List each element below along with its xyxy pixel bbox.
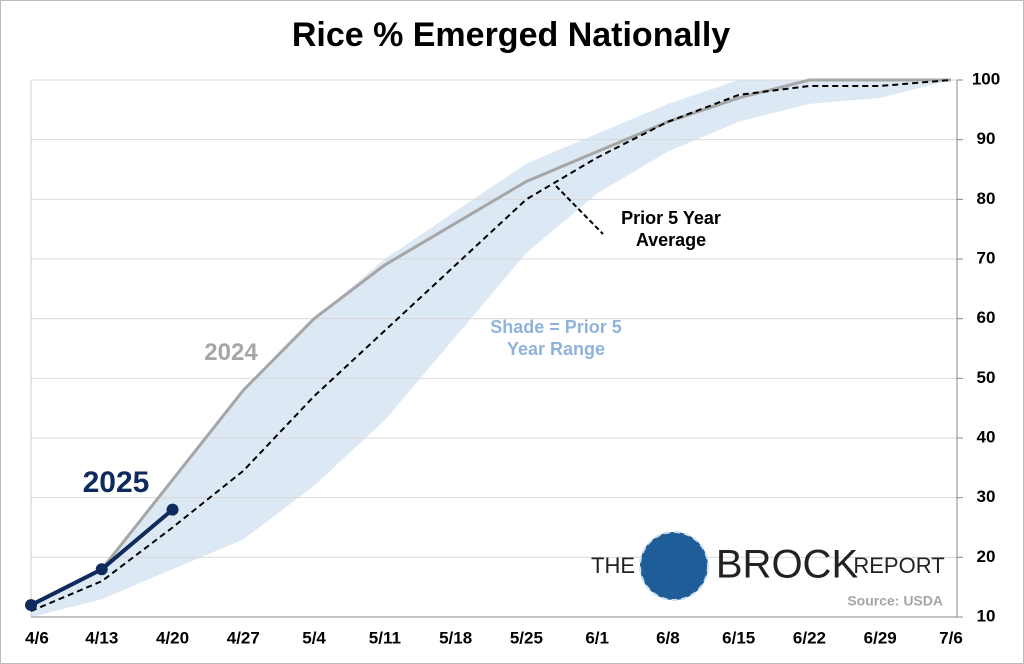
point (95, 563, 108, 576)
point (25, 599, 37, 612)
y-tick-label: 30 (977, 487, 996, 506)
average-label: Prior 5 Year Average (621, 208, 721, 250)
y-tick-label: 20 (977, 547, 996, 566)
point (166, 503, 179, 516)
logo-brock: BROCK (716, 543, 859, 587)
x-tick-label: 6/22 (793, 628, 826, 647)
label-2025: 2025 (82, 466, 150, 499)
y-tick-label: 100 (972, 69, 1000, 88)
x-tick-label: 4/13 (85, 628, 118, 647)
x-tick-label: 6/8 (656, 628, 680, 647)
x-tick-label: 6/29 (864, 628, 897, 647)
logo-the: THE (591, 553, 635, 578)
x-tick-label: 7/6 (939, 628, 963, 647)
x-tick-label: 5/18 (439, 628, 472, 647)
logo-report: REPORT (853, 553, 944, 578)
y-tick-label: 90 (977, 129, 996, 148)
line-2 (30, 79, 952, 612)
logo-globe (640, 532, 708, 600)
x-tick-label: 4/20 (156, 628, 189, 647)
chart-title: Rice % Emerged Nationally (292, 16, 730, 54)
range-label: Shade = Prior 5 Year Range (490, 317, 622, 359)
y-tick-label: 80 (977, 189, 996, 208)
y-tick-label: 10 (977, 606, 996, 625)
average-pointer (555, 185, 604, 235)
y-tick-label: 40 (977, 427, 996, 446)
x-tick-label: 6/15 (722, 628, 755, 647)
x-tick-label: 5/25 (510, 628, 543, 647)
x-tick-label: 4/6 (25, 628, 49, 647)
x-tick-label: 5/4 (302, 628, 326, 647)
x-tick-label: 4/27 (227, 628, 260, 647)
y-tick-label: 60 (977, 308, 996, 327)
source: Source: USDA (847, 593, 943, 609)
y-tick-label: 70 (977, 248, 996, 267)
y-tick-label: 50 (977, 368, 996, 387)
logo-globe-grid (639, 531, 709, 601)
x-tick-label: 5/11 (369, 628, 401, 647)
range-band (31, 80, 951, 617)
line-1 (30, 78, 951, 607)
x-tick-label: 6/1 (585, 628, 609, 647)
label-2024: 2024 (204, 339, 258, 366)
